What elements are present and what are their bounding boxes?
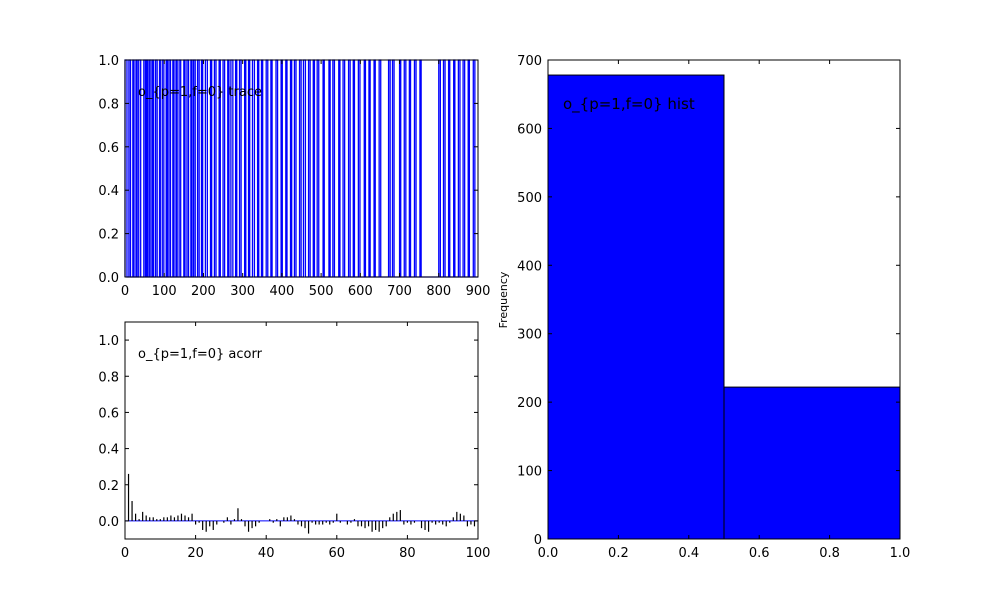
trace-xtick-label: 400: [269, 284, 294, 299]
trace-title: o_{p=1,f=0} trace: [138, 85, 262, 100]
hist-xtick-label: 0.0: [538, 546, 559, 561]
acorr-xtick-label: 40: [258, 546, 275, 561]
hist-ytick-label: 0: [534, 533, 542, 548]
hist-series: [547, 74, 901, 540]
trace-xtick-label: 300: [230, 284, 255, 299]
trace-axes-frame: [124, 59, 479, 278]
acorr-xtick-label: 60: [329, 546, 346, 561]
trace-ytick-label: 0.0: [98, 271, 119, 286]
trace-xtick-label: 200: [191, 284, 216, 299]
acorr-ticks: 0 20 40 60 80 100 0.0 0.2 0.4 0.6 0.8 1.0: [98, 322, 490, 561]
hist-xtick-label: 0.8: [819, 546, 840, 561]
trace-ytick-label: 1.0: [98, 54, 119, 69]
acorr-xtick-label: 80: [399, 546, 416, 561]
trace-ytick-label: 0.4: [98, 184, 119, 199]
hist-ytick-label: 100: [517, 465, 542, 480]
hist-xtick-label: 0.4: [678, 546, 699, 561]
hist-title: o_{p=1,f=0} hist: [563, 95, 695, 114]
acorr-ytick-label: 0.8: [98, 370, 119, 385]
trace-xtick-label: 500: [309, 284, 334, 299]
trace-xtick-label: 100: [152, 284, 177, 299]
hist-panel: 0.0 0.2 0.4 0.6 0.8 1.0 0 100 200 300 400 500 600 700…: [497, 54, 910, 561]
hist-ytick-label: 700: [517, 54, 542, 69]
hist-ytick-label: 500: [517, 191, 542, 206]
hist-ylabel: Frequency: [497, 271, 510, 328]
acorr-title: o_{p=1,f=0} acorr: [138, 347, 263, 362]
acorr-xtick-label: 100: [466, 546, 491, 561]
acorr-panel: 0 20 40 60 80 100 0.0 0.2 0.4 0.6 0.8 1.0 o_{p=1,f=…: [98, 321, 490, 561]
acorr-ytick-label: 0.0: [98, 515, 119, 530]
hist-ticks: 0.0 0.2 0.4 0.6 0.8 1.0 0 100 200 300 400 500 600 700: [517, 54, 910, 561]
acorr-ytick-label: 0.2: [98, 479, 119, 494]
trace-xtick-label: 700: [387, 284, 412, 299]
hist-xtick-label: 0.2: [608, 546, 629, 561]
trace-xtick-label: 0: [121, 284, 129, 299]
hist-ytick-label: 300: [517, 328, 542, 343]
trace-xtick-label: 800: [426, 284, 451, 299]
hist-bar: [723, 386, 901, 540]
acorr-axes-frame: [124, 321, 479, 540]
hist-ytick-label: 200: [517, 396, 542, 411]
trace-xtick-label: 900: [466, 284, 491, 299]
acorr-xtick-label: 0: [121, 546, 129, 561]
trace-ytick-label: 0.8: [98, 97, 119, 112]
acorr-series: [125, 473, 478, 534]
trace-panel: 0 100 200 300 400 500 600 700 800 900 0.0 0.2 0.4 0.6…: [98, 54, 490, 299]
hist-ytick-label: 600: [517, 122, 542, 137]
hist-bar: [547, 74, 725, 540]
acorr-xtick-label: 20: [187, 546, 204, 561]
trace-ticks: 0 100 200 300 400 500 600 700 800 900 0.0 0.2 0.4 0.6…: [98, 54, 490, 299]
trace-ytick-label: 0.6: [98, 141, 119, 156]
hist-ytick-label: 400: [517, 259, 542, 274]
trace-xtick-label: 600: [348, 284, 373, 299]
hist-axes-frame: [547, 59, 901, 540]
trace-ytick-label: 0.2: [98, 228, 119, 243]
hist-xtick-label: 1.0: [890, 546, 911, 561]
acorr-ytick-label: 0.4: [98, 443, 119, 458]
hist-xtick-label: 0.6: [749, 546, 770, 561]
acorr-ytick-label: 0.6: [98, 406, 119, 421]
acorr-ytick-label: 1.0: [98, 334, 119, 349]
